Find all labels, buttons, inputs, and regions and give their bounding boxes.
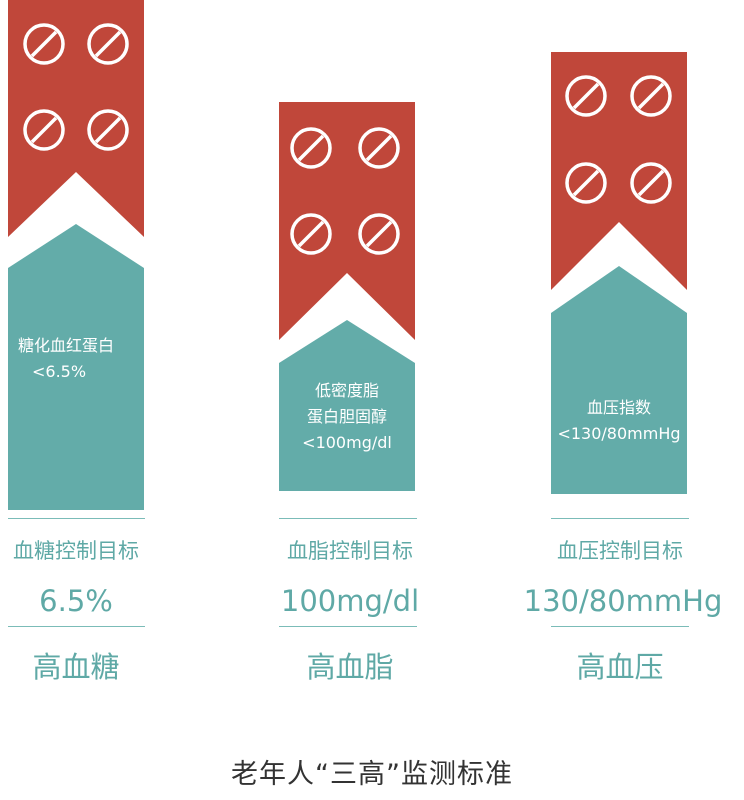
teal-arrow <box>551 266 687 494</box>
divider-bottom <box>551 626 689 627</box>
pill-no-sign-icon <box>630 162 672 204</box>
pill-no-sign-icon <box>87 109 129 151</box>
divider-top <box>551 518 689 519</box>
pill-no-sign-icon <box>290 127 332 169</box>
teal-arrow <box>279 320 415 491</box>
metric-value: 130/80mmHg <box>523 584 723 618</box>
pill-no-sign-icon <box>358 127 400 169</box>
marker-label-line-2: 蛋白胆固醇 <box>306 407 387 426</box>
pill-no-sign-icon <box>630 75 672 117</box>
pill-no-sign-icon <box>87 23 129 65</box>
marker-label: 低密度脂 蛋白胆固醇 <100mg/dl <box>279 378 415 456</box>
metric-value: 6.5% <box>39 584 113 618</box>
metric-label: 血糖控制目标 <box>13 539 139 563</box>
red-banner <box>551 52 687 290</box>
marker-label-line-2: <130/80mmHg <box>557 424 681 443</box>
marker-label-line-1: 糖化血红蛋白 <box>18 336 115 355</box>
marker-label-line-1: 低密度脂 <box>314 381 379 400</box>
marker-label: 糖化血红蛋白 <6.5% <box>18 333 114 385</box>
pill-no-sign-icon <box>23 109 65 151</box>
red-banner <box>8 0 144 237</box>
pill-no-sign-icon <box>358 213 400 255</box>
pill-no-sign-icon <box>565 162 607 204</box>
footer-title: 老年人“三高”监测标准 <box>231 759 513 790</box>
metric-value: 100mg/dl <box>280 584 420 618</box>
marker-label-line-2: <6.5% <box>32 362 87 381</box>
condition-label: 高血压 <box>576 650 664 684</box>
divider-top <box>279 518 417 519</box>
metric-label: 血脂控制目标 <box>287 539 413 563</box>
divider-top <box>8 518 145 519</box>
divider-bottom <box>8 626 145 627</box>
pill-no-sign-icon <box>23 23 65 65</box>
pill-no-sign-icon <box>565 75 607 117</box>
red-banner <box>279 102 415 340</box>
teal-arrow <box>8 224 144 510</box>
pill-no-sign-icon <box>290 213 332 255</box>
marker-label-line-1: 血压指数 <box>586 398 651 417</box>
condition-label: 高血脂 <box>306 650 394 684</box>
divider-bottom <box>279 626 417 627</box>
marker-label: 血压指数 <130/80mmHg <box>551 395 687 447</box>
condition-label: 高血糖 <box>32 650 120 684</box>
marker-label-line-3: <100mg/dl <box>302 433 392 452</box>
metric-label: 血压控制目标 <box>557 539 683 563</box>
